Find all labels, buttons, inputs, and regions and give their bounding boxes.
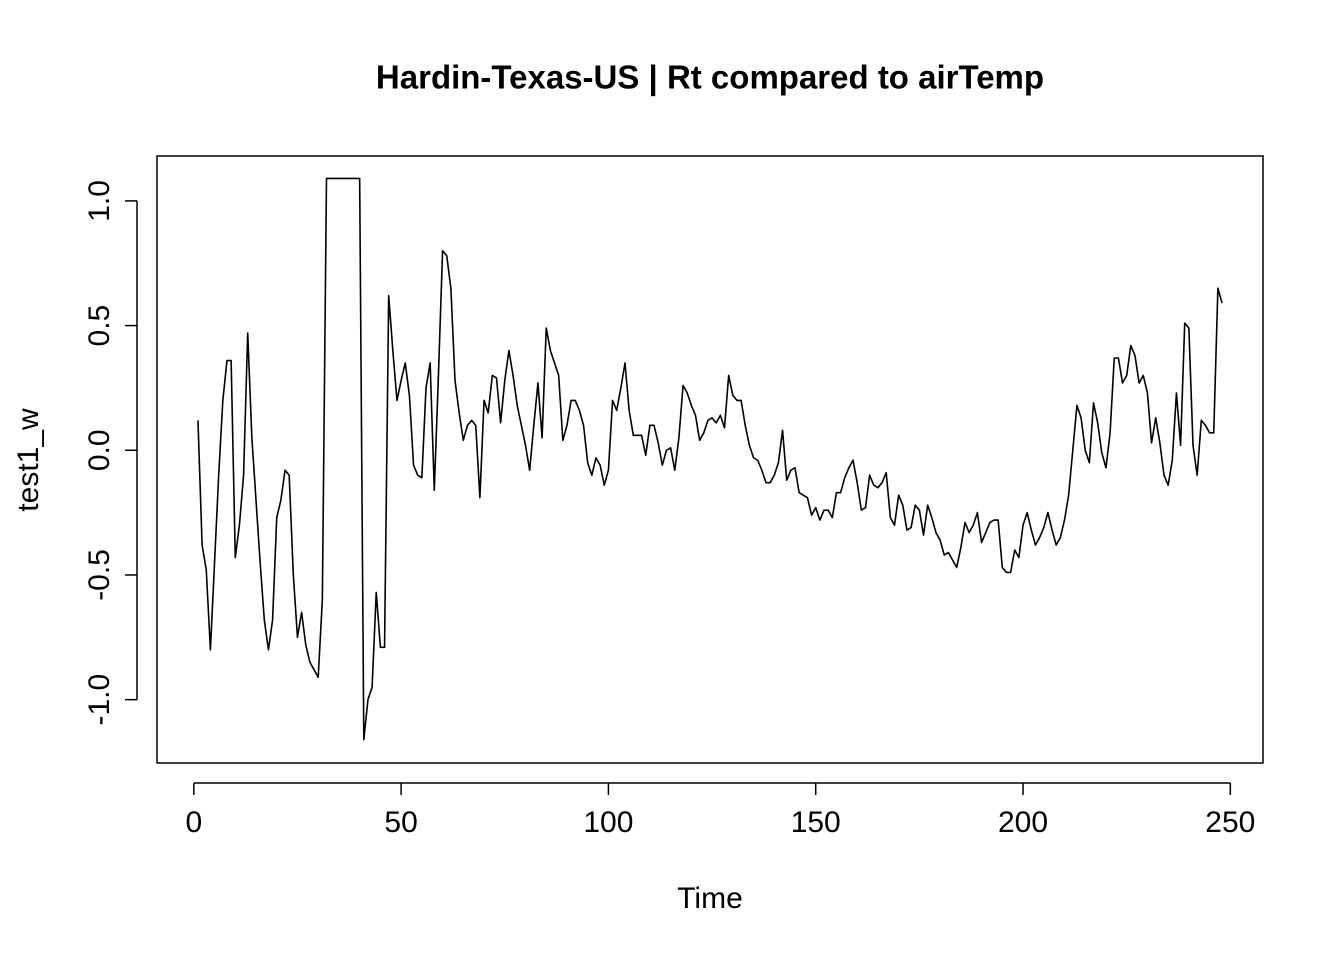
y-tick-label: 1.0 (83, 180, 116, 222)
x-tick-label: 100 (583, 806, 633, 839)
plot-frame (156, 155, 1264, 764)
x-tick-label: 150 (791, 806, 841, 839)
x-tick-label: 50 (384, 806, 417, 839)
chart-title: Hardin-Texas-US | Rt compared to airTemp (376, 59, 1044, 96)
y-tick-label: 0.5 (83, 305, 116, 347)
x-tick-label: 0 (185, 806, 202, 839)
x-tick-label: 200 (998, 806, 1048, 839)
y-axis-label: test1_w (12, 408, 45, 512)
y-tick-label: 0.0 (83, 429, 116, 471)
data-line (197, 177, 1223, 741)
y-tick-label: -0.5 (83, 549, 116, 601)
x-tick-label: 250 (1205, 806, 1255, 839)
y-tick-label: -1.0 (83, 674, 116, 726)
x-axis-label: Time (677, 882, 743, 915)
